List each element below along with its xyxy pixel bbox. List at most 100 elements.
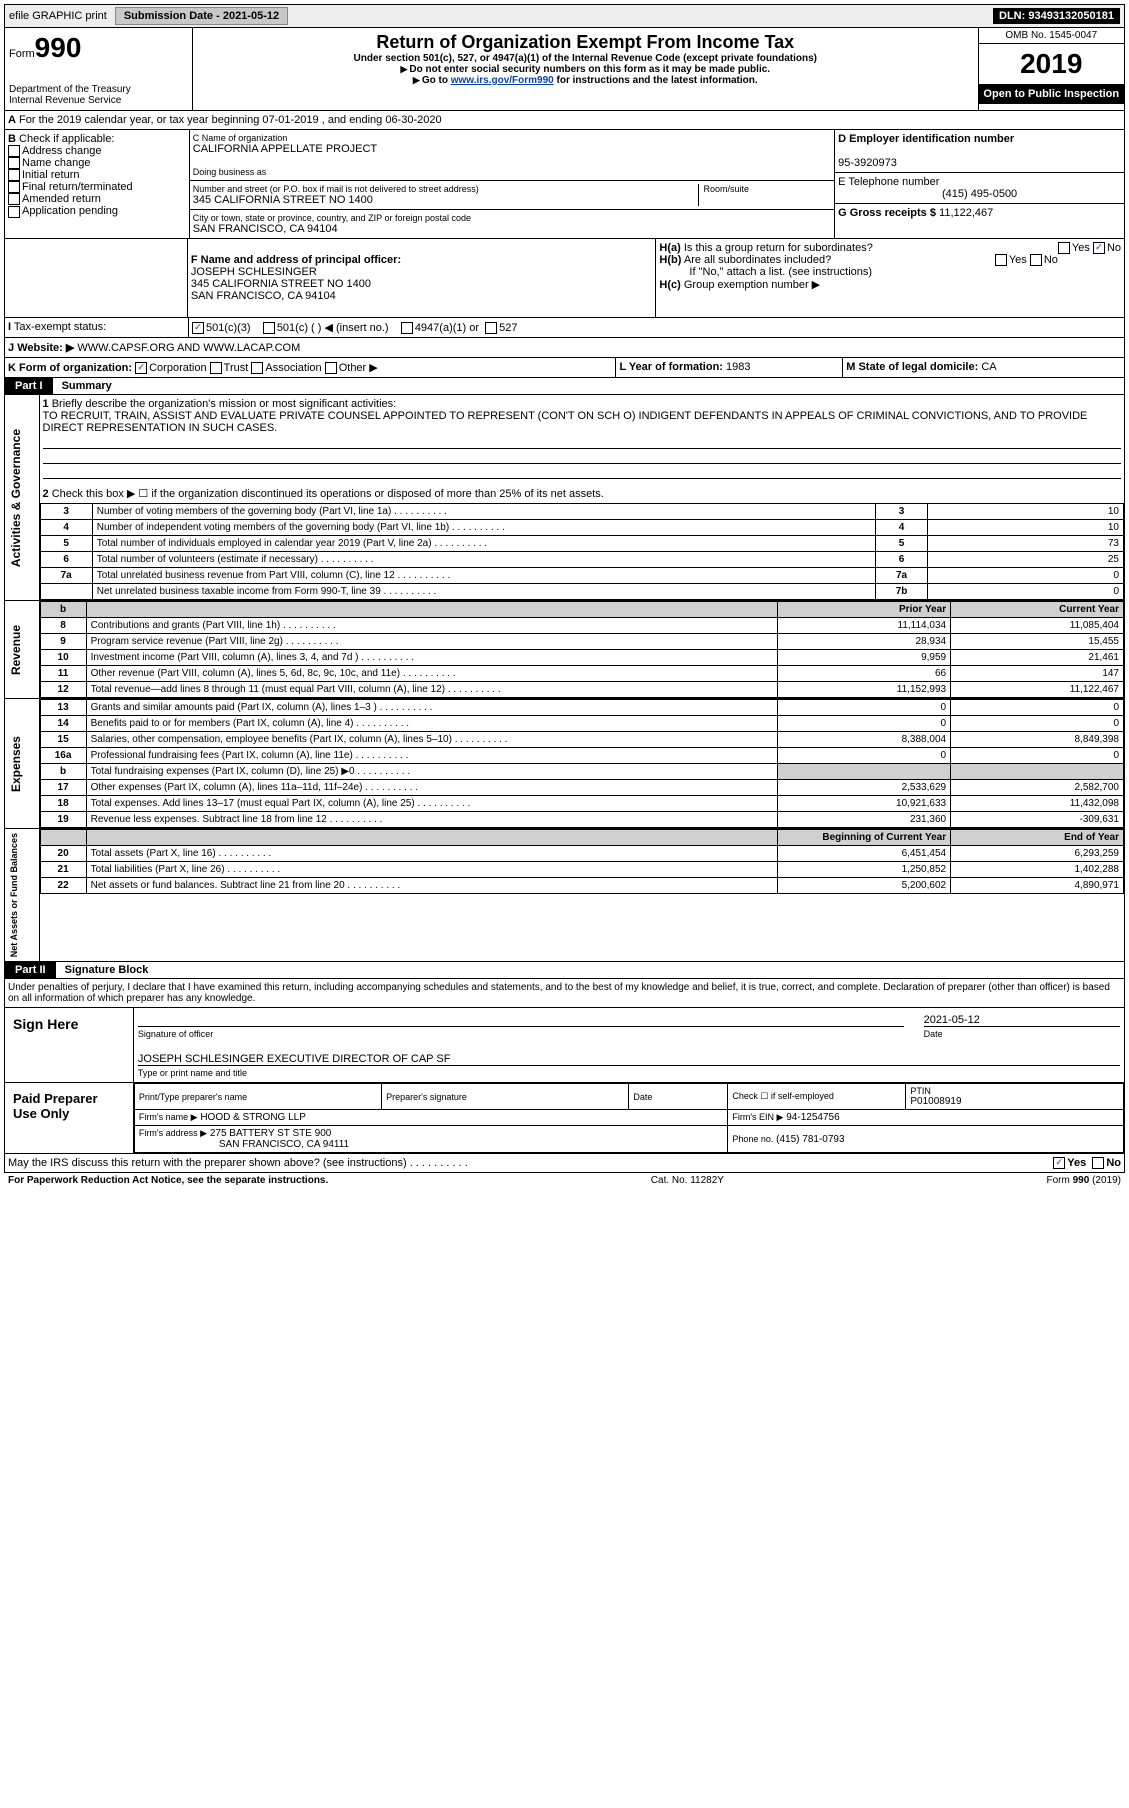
table-row: 16aProfessional fundraising fees (Part I… bbox=[40, 748, 1123, 764]
org-address: 345 CALIFORNIA STREET NO 1400 bbox=[193, 194, 699, 206]
table-row: 9Program service revenue (Part VIII, lin… bbox=[40, 634, 1123, 650]
klm-row: K Form of organization: Corporation Trus… bbox=[4, 358, 1125, 378]
hb-yes[interactable] bbox=[995, 254, 1007, 266]
box-b-label: Check if applicable: bbox=[19, 133, 114, 145]
table-row: 21Total liabilities (Part X, line 26)1,2… bbox=[40, 862, 1123, 878]
sig-date-label: Date bbox=[924, 1029, 1120, 1039]
discuss-no[interactable] bbox=[1092, 1157, 1104, 1169]
discuss-yes[interactable] bbox=[1053, 1157, 1065, 1169]
submission-date-button[interactable]: Submission Date - 2021-05-12 bbox=[115, 7, 288, 25]
officer-value: JOSEPH SCHLESINGER 345 CALIFORNIA STREET… bbox=[191, 266, 653, 302]
self-employed-check[interactable]: Check ☐ if self-employed bbox=[732, 1091, 901, 1102]
cb-4947[interactable] bbox=[401, 322, 413, 334]
line2-text: Check this box ▶ ☐ if the organization d… bbox=[52, 488, 604, 500]
form-word: Form bbox=[9, 48, 35, 60]
cb-assoc[interactable] bbox=[251, 362, 263, 374]
line1-label: Briefly describe the organization's miss… bbox=[52, 398, 396, 410]
part1-body: Activities & Governance 1 Briefly descri… bbox=[4, 395, 1125, 601]
form-number: 990 bbox=[35, 32, 82, 63]
checkbox-address[interactable] bbox=[8, 145, 20, 157]
sig-date: 2021-05-12 bbox=[924, 1014, 1120, 1027]
sign-here-row: Sign Here Signature of officer 2021-05-1… bbox=[4, 1008, 1125, 1083]
checkbox-initial[interactable] bbox=[8, 169, 20, 181]
org-name: CALIFORNIA APPELLATE PROJECT bbox=[193, 143, 831, 155]
table-row: 5Total number of individuals employed in… bbox=[40, 536, 1123, 552]
hb-note: If "No," attach a list. (see instruction… bbox=[689, 266, 872, 278]
form-header: Form990 Department of the Treasury Inter… bbox=[4, 28, 1125, 111]
governance-table: 3Number of voting members of the governi… bbox=[40, 503, 1124, 600]
sig-name: JOSEPH SCHLESINGER EXECUTIVE DIRECTOR OF… bbox=[138, 1053, 1120, 1066]
paid-preparer-row: Paid Preparer Use Only Print/Type prepar… bbox=[4, 1083, 1125, 1154]
arrow-icon bbox=[413, 75, 422, 86]
form-id-block: Form990 Department of the Treasury Inter… bbox=[5, 28, 193, 110]
room-label: Room/suite bbox=[703, 184, 831, 194]
hb-label: Are all subordinates included? bbox=[684, 254, 831, 266]
firm-ein: 94-1254756 bbox=[786, 1112, 839, 1123]
checkbox-amended[interactable] bbox=[8, 193, 20, 205]
tax-exempt-row: I Tax-exempt status: 501(c)(3) 501(c) ( … bbox=[4, 318, 1125, 338]
tax-year: 2019 bbox=[979, 44, 1124, 84]
firm-addr1: 275 BATTERY ST STE 900 bbox=[210, 1128, 332, 1139]
note2-pre: Go to bbox=[422, 75, 451, 86]
checkbox-final[interactable] bbox=[8, 181, 20, 193]
sidebar-expenses: Expenses bbox=[5, 732, 27, 796]
prior-year-header: Prior Year bbox=[899, 604, 946, 615]
table-row: 20Total assets (Part X, line 16)6,451,45… bbox=[40, 846, 1123, 862]
sidebar-governance: Activities & Governance bbox=[5, 425, 27, 571]
ha-label: Is this a group return for subordinates? bbox=[684, 242, 873, 254]
prep-date-label: Date bbox=[633, 1092, 723, 1102]
box-deg: D Employer identification number 95-3920… bbox=[835, 130, 1124, 238]
paid-preparer-label: Paid Preparer Use Only bbox=[5, 1083, 134, 1153]
table-row: 13Grants and similar amounts paid (Part … bbox=[40, 700, 1123, 716]
checkbox-name[interactable] bbox=[8, 157, 20, 169]
firm-addr-label: Firm's address ▶ bbox=[139, 1128, 207, 1138]
table-row: 4Number of independent voting members of… bbox=[40, 520, 1123, 536]
blank-line bbox=[43, 436, 1121, 449]
ein-value: 95-3920973 bbox=[838, 157, 897, 169]
current-year-header: Current Year bbox=[1059, 604, 1119, 615]
cb-501c3[interactable] bbox=[192, 322, 204, 334]
open-public-badge: Open to Public Inspection bbox=[979, 84, 1124, 104]
subtitle: Under section 501(c), 527, or 4947(a)(1)… bbox=[197, 53, 974, 64]
gross-value: 11,122,467 bbox=[939, 207, 993, 219]
table-row: 18Total expenses. Add lines 13–17 (must … bbox=[40, 796, 1123, 812]
ein-label: D Employer identification number bbox=[838, 133, 1014, 145]
part2-header: Part II Signature Block bbox=[4, 962, 1125, 979]
table-row: 6Total number of volunteers (estimate if… bbox=[40, 552, 1123, 568]
table-row: Net unrelated business taxable income fr… bbox=[40, 584, 1123, 600]
omb-number: OMB No. 1545-0047 bbox=[979, 28, 1124, 44]
cb-corp[interactable] bbox=[135, 362, 147, 374]
main-title: Return of Organization Exempt From Incom… bbox=[197, 32, 974, 53]
period-row: A For the 2019 calendar year, or tax yea… bbox=[4, 111, 1125, 130]
phone-label: E Telephone number bbox=[838, 176, 939, 188]
table-row: 19Revenue less expenses. Subtract line 1… bbox=[40, 812, 1123, 828]
addr-label: Number and street (or P.O. box if mail i… bbox=[193, 184, 699, 194]
firm-name: HOOD & STRONG LLP bbox=[200, 1112, 306, 1123]
begin-year-header: Beginning of Current Year bbox=[822, 832, 946, 843]
signature-line[interactable] bbox=[138, 1014, 904, 1027]
sidebar-revenue: Revenue bbox=[5, 621, 27, 679]
footer-mid: Cat. No. 11282Y bbox=[651, 1175, 724, 1186]
box-b: B Check if applicable: Address change Na… bbox=[5, 130, 190, 238]
box-c: C Name of organization CALIFORNIA APPELL… bbox=[190, 130, 835, 238]
discuss-text: May the IRS discuss this return with the… bbox=[8, 1157, 468, 1169]
cb-527[interactable] bbox=[485, 322, 497, 334]
cb-other[interactable] bbox=[325, 362, 337, 374]
hb-no[interactable] bbox=[1030, 254, 1042, 266]
form-year-block: OMB No. 1545-0047 2019 Open to Public In… bbox=[978, 28, 1124, 110]
footer-right: Form 990 (2019) bbox=[1047, 1175, 1121, 1186]
period-text: For the 2019 calendar year, or tax year … bbox=[19, 114, 442, 126]
hc-label: Group exemption number ▶ bbox=[684, 279, 820, 291]
ha-yes[interactable] bbox=[1058, 242, 1070, 254]
ha-no[interactable] bbox=[1093, 242, 1105, 254]
website-label: Website: ▶ bbox=[17, 342, 74, 354]
cb-trust[interactable] bbox=[210, 362, 222, 374]
checkbox-pending[interactable] bbox=[8, 206, 20, 218]
part2-tab: Part II bbox=[5, 962, 56, 978]
table-row: 3Number of voting members of the governi… bbox=[40, 504, 1123, 520]
prep-name-label: Print/Type preparer's name bbox=[139, 1092, 377, 1102]
irs-link[interactable]: www.irs.gov/Form990 bbox=[451, 75, 554, 86]
cb-501c[interactable] bbox=[263, 322, 275, 334]
revenue-section: Revenue b Prior Year Current Year 8Contr… bbox=[4, 601, 1125, 699]
firm-ein-label: Firm's EIN ▶ bbox=[732, 1112, 783, 1122]
